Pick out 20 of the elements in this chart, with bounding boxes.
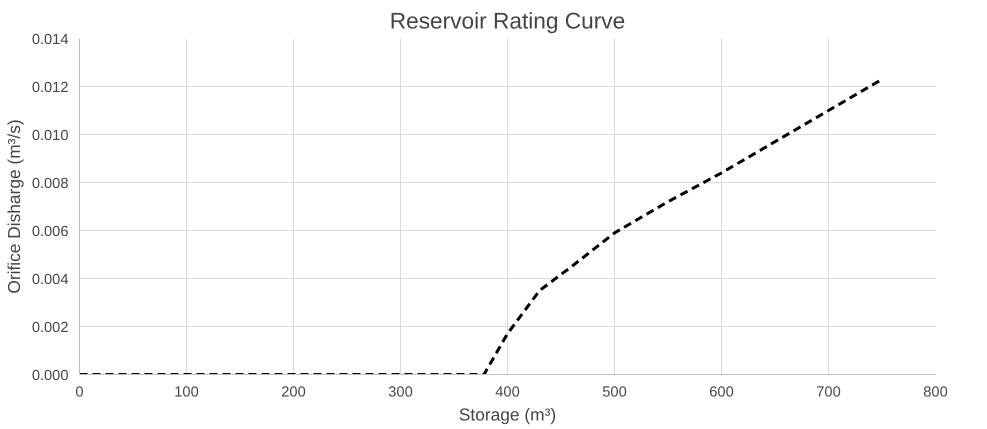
y-tick-label: 0.000 [32, 368, 69, 384]
y-tick-label: 0.014 [32, 32, 69, 48]
x-tick-label: 700 [816, 384, 841, 400]
x-tick-label: 100 [174, 384, 199, 400]
y-tick-label: 0.012 [32, 80, 69, 96]
chart-title: Reservoir Rating Curve [390, 8, 626, 34]
y-tick-label: 0.006 [32, 224, 69, 240]
x-tick-label: 400 [495, 384, 520, 400]
y-tick-label: 0.004 [32, 272, 69, 288]
x-tick-label: 600 [709, 384, 734, 400]
x-tick-label: 0 [75, 384, 84, 400]
y-tick-label: 0.008 [32, 176, 69, 192]
y-tick-label: 0.002 [32, 320, 69, 336]
x-tick-label: 800 [923, 384, 948, 400]
y-axis-title: Orifice Disharge (m³/s) [4, 119, 24, 294]
x-tick-label: 500 [602, 384, 627, 400]
x-tick-label: 300 [388, 384, 413, 400]
y-tick-label: 0.010 [32, 128, 69, 144]
x-tick-label: 200 [281, 384, 306, 400]
x-axis-title: Storage (m³) [458, 404, 556, 424]
